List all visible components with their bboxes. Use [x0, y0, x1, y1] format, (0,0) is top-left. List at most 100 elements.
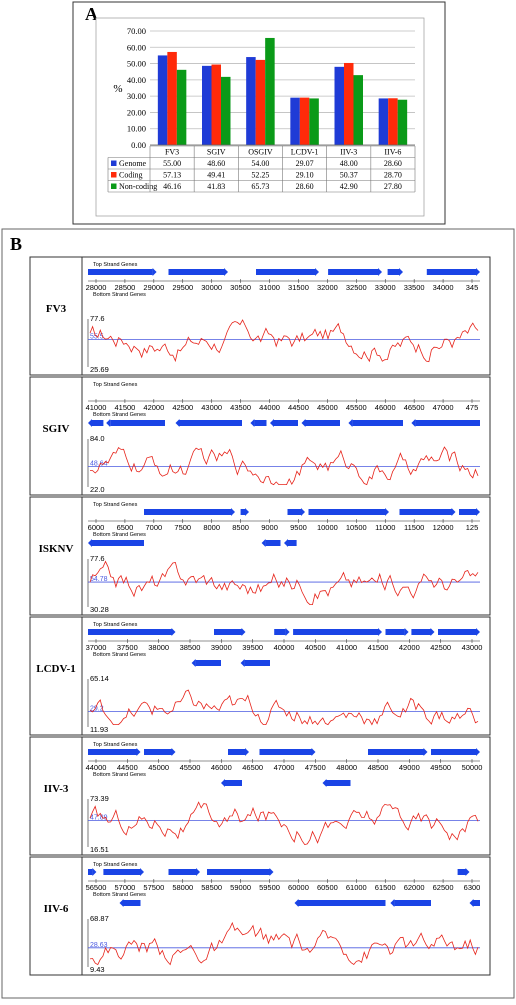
top-strand-label: Top Strand Genes	[93, 502, 138, 508]
bottom-gene-arrowhead	[301, 419, 306, 427]
bottom-gene-arrow	[123, 900, 141, 906]
bottom-gene-arrow	[326, 780, 351, 786]
table-cell: 48.60	[207, 159, 225, 168]
gc-mean-label: 47.89	[90, 815, 108, 822]
y-tick-label: 70.00	[127, 26, 146, 36]
gc-min-label: 30.28	[90, 605, 109, 614]
bar	[388, 98, 398, 145]
gc-content-line	[89, 560, 479, 605]
table-cell: 49.41	[207, 171, 225, 180]
scale-tick-label: 48500	[368, 763, 389, 772]
scale-tick-label: 8500	[232, 523, 249, 532]
bar	[211, 64, 221, 145]
gc-max-label: 68.87	[90, 914, 109, 923]
gc-content-line	[89, 921, 479, 966]
top-gene-arrowhead	[152, 268, 157, 276]
table-cell: 28.60	[384, 159, 402, 168]
track-name: IIV-3	[44, 783, 69, 795]
scale-tick-label: 60000	[288, 883, 309, 892]
table-cell: 50.37	[340, 171, 358, 180]
bar	[255, 59, 266, 145]
top-gene-arrow	[411, 629, 431, 635]
scale-tick-label: 28000	[86, 283, 107, 292]
top-gene-arrow	[328, 269, 378, 275]
table-cell: 29.07	[296, 159, 314, 168]
scale-tick-label: 46000	[375, 403, 396, 412]
scale-tick-label: 58500	[201, 883, 222, 892]
scale-tick-label: 42500	[430, 643, 451, 652]
legend-label: Genome	[119, 159, 147, 168]
track-iiv-3: IIV-3 Top Strand Genes 44000 44500 45000 4550…	[29, 736, 491, 856]
gc-min-label: 9.43	[90, 965, 105, 974]
scale-tick-label: 37000	[86, 643, 107, 652]
scale-tick-label: 48000	[336, 763, 357, 772]
top-gene-arrowhead	[301, 508, 305, 516]
table-cell: 55.00	[163, 159, 181, 168]
bottom-gene-arrowhead	[348, 419, 353, 427]
y-tick-label: 60.00	[127, 42, 146, 52]
top-gene-arrowhead	[136, 748, 141, 756]
track-frame	[29, 376, 491, 496]
scale-tick-label: 59000	[230, 883, 251, 892]
top-gene-arrowhead	[140, 868, 144, 876]
scale-tick-label: 46500	[404, 403, 425, 412]
scale-tick-label: 29000	[143, 283, 164, 292]
scale-tick-label: 60500	[317, 883, 338, 892]
bottom-gene-arrowhead	[191, 659, 196, 667]
top-gene-arrowhead	[476, 628, 480, 636]
scale-tick-label: 44000	[259, 403, 280, 412]
legend-swatch	[111, 183, 117, 189]
top-gene-arrow	[228, 749, 245, 755]
top-gene-arrow	[168, 869, 196, 875]
bottom-gene-arrowhead	[250, 419, 255, 427]
table-cell: 41.83	[207, 182, 225, 191]
scale-tick-label: 30500	[230, 283, 251, 292]
scale-tick-label: 45500	[180, 763, 201, 772]
scale-tick-label: 125	[466, 523, 479, 532]
bottom-strand-label: Bottom Strand Genes	[93, 292, 146, 298]
scale-tick-label: 31500	[288, 283, 309, 292]
gc-min-label: 16.51	[90, 845, 109, 854]
scale-tick-label: 47500	[305, 763, 326, 772]
bottom-strand-label: Bottom Strand Genes	[93, 772, 146, 778]
scale-tick-label: 40500	[305, 643, 326, 652]
table-cell: 48.00	[340, 159, 358, 168]
top-gene-arrow	[274, 629, 286, 635]
track-frame	[29, 856, 491, 976]
track-lcdv-1: LCDV-1 Top Strand Genes 37000 37500 38000 385…	[29, 616, 491, 736]
top-strand-label: Top Strand Genes	[93, 742, 138, 748]
top-strand-label: Top Strand Genes	[93, 262, 138, 268]
scale-tick-label: 50000	[462, 763, 483, 772]
gc-content-line	[89, 319, 479, 363]
top-gene-arrow	[387, 269, 399, 275]
top-gene-arrow	[438, 629, 476, 635]
bottom-gene-arrow	[274, 420, 298, 426]
top-gene-arrowhead	[378, 268, 382, 276]
scale-tick-label: 34000	[433, 283, 454, 292]
track-isknv: ISKNV Top Strand Genes 6000 6500 7000 7500 800…	[29, 496, 491, 616]
bottom-gene-arrow	[225, 780, 242, 786]
top-gene-arrowhead	[451, 508, 456, 516]
panel-b-label: B	[10, 234, 22, 254]
scale-tick-label: 46000	[211, 763, 232, 772]
top-gene-arrowhead	[224, 268, 228, 276]
bottom-gene-arrowhead	[240, 659, 245, 667]
bottom-strand-label: Bottom Strand Genes	[93, 412, 146, 418]
scale-tick-label: 6500	[117, 523, 134, 532]
scale-tick-label: 33000	[375, 283, 396, 292]
top-gene-arrowhead	[196, 868, 200, 876]
table-cell: 29.10	[296, 171, 314, 180]
top-gene-arrow	[103, 869, 140, 875]
scale-tick-label: 7500	[174, 523, 191, 532]
top-gene-arrowhead	[465, 868, 470, 876]
gc-mean-label: 28.63	[90, 942, 108, 949]
scale-tick-label: 11500	[404, 523, 424, 532]
gc-max-label: 77.6	[90, 314, 105, 323]
scale-tick-label: 29500	[172, 283, 193, 292]
scale-tick-label: 9500	[290, 523, 307, 532]
top-gene-arrow	[144, 749, 172, 755]
top-gene-arrowhead	[385, 508, 389, 516]
gc-tracks: FV3 Top Strand Genes 28000 28500 29000 29500 3…	[29, 256, 491, 976]
top-gene-arrow	[240, 509, 245, 515]
y-tick-label: 30.00	[127, 91, 146, 101]
